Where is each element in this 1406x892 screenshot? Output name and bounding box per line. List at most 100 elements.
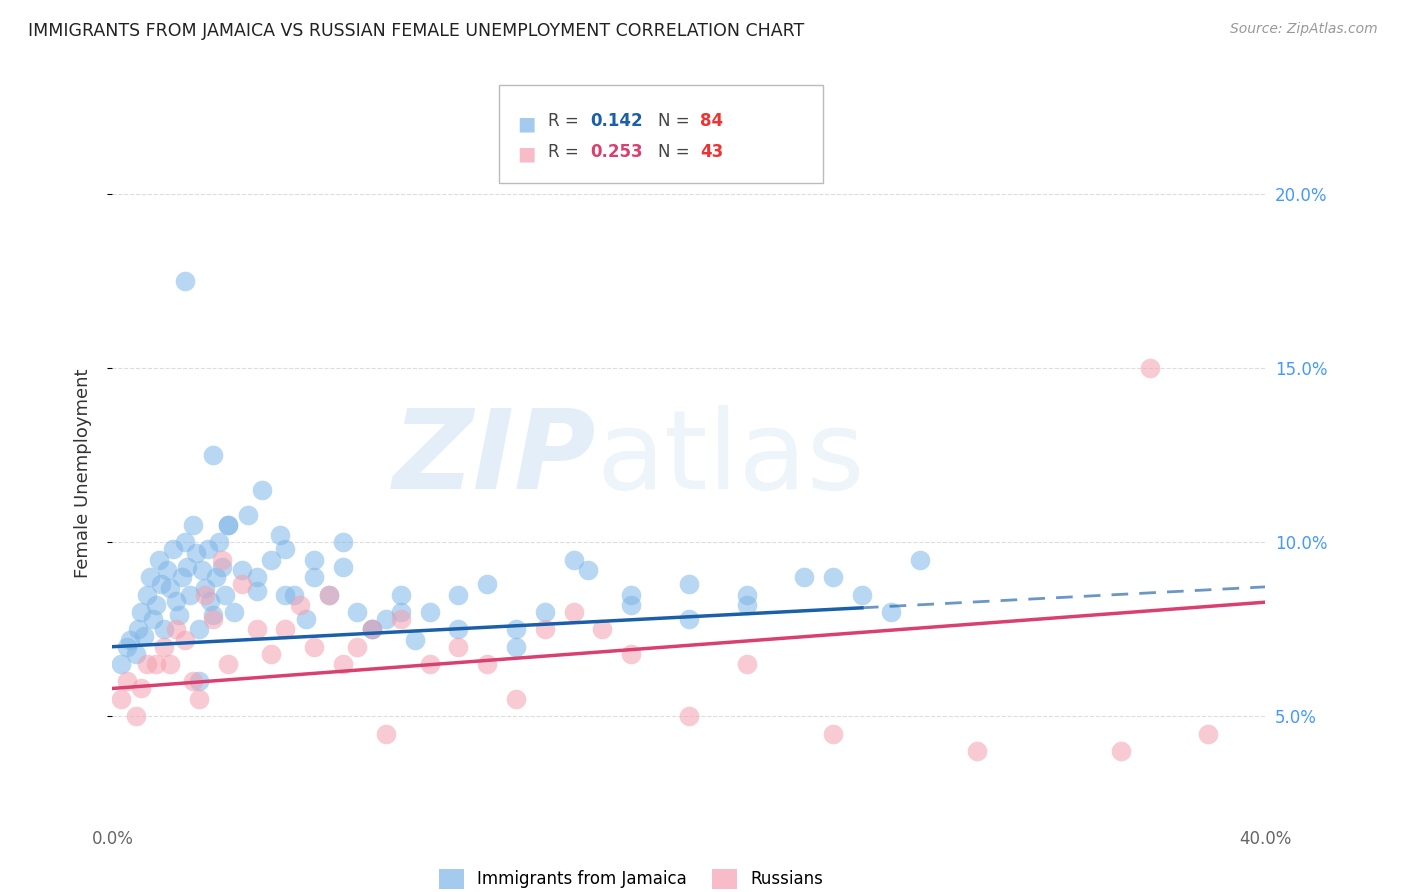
Point: [134, 629, 156, 643]
Point: [304, 552, 326, 567]
Point: [735, 598, 758, 612]
Point: [156, 563, 179, 577]
Point: [419, 605, 441, 619]
Point: [231, 563, 253, 577]
Point: [181, 517, 204, 532]
Point: [136, 657, 159, 671]
Point: [419, 657, 441, 671]
Point: [269, 528, 291, 542]
Point: [165, 623, 187, 637]
Point: [222, 605, 245, 619]
Point: [159, 657, 181, 671]
Point: [447, 623, 470, 637]
Text: Source: ZipAtlas.com: Source: ZipAtlas.com: [1230, 22, 1378, 37]
Point: [170, 570, 193, 584]
Point: [274, 623, 297, 637]
Point: [115, 640, 138, 654]
Point: [389, 587, 412, 601]
Point: [217, 517, 239, 532]
Point: [110, 692, 132, 706]
Point: [447, 640, 470, 654]
Text: IMMIGRANTS FROM JAMAICA VS RUSSIAN FEMALE UNEMPLOYMENT CORRELATION CHART: IMMIGRANTS FROM JAMAICA VS RUSSIAN FEMAL…: [28, 22, 804, 40]
Point: [202, 612, 225, 626]
Text: N =: N =: [658, 112, 695, 129]
Point: [217, 517, 239, 532]
Point: [375, 612, 398, 626]
Point: [252, 483, 274, 497]
Point: [851, 587, 873, 601]
Point: [245, 570, 267, 584]
Text: 0.253: 0.253: [591, 143, 643, 161]
Text: N =: N =: [658, 143, 695, 161]
Point: [1139, 361, 1161, 376]
Point: [304, 640, 326, 654]
Point: [129, 681, 153, 696]
Text: ZIP: ZIP: [394, 405, 596, 512]
Point: [375, 726, 398, 740]
Point: [332, 657, 354, 671]
Point: [197, 542, 219, 557]
Point: [181, 674, 204, 689]
Point: [288, 598, 311, 612]
Point: [475, 577, 498, 591]
Point: [236, 508, 259, 522]
Point: [591, 623, 613, 637]
Point: [145, 598, 167, 612]
Point: [124, 709, 146, 723]
Legend: Immigrants from Jamaica, Russians: Immigrants from Jamaica, Russians: [433, 863, 830, 892]
Point: [735, 587, 758, 601]
Point: [214, 587, 236, 601]
Point: [620, 587, 643, 601]
Point: [966, 744, 988, 758]
Point: [735, 657, 758, 671]
Point: [208, 535, 231, 549]
Point: [346, 605, 368, 619]
Point: [202, 608, 225, 623]
Point: [620, 598, 643, 612]
Point: [533, 605, 555, 619]
Point: [153, 640, 176, 654]
Point: [205, 570, 228, 584]
Point: [389, 612, 412, 626]
Point: [173, 535, 195, 549]
Text: 0.142: 0.142: [591, 112, 643, 129]
Point: [191, 563, 214, 577]
Point: [176, 559, 198, 574]
Point: [793, 570, 815, 584]
Point: [576, 563, 599, 577]
Point: [283, 587, 305, 601]
Point: [188, 674, 211, 689]
Point: [142, 612, 165, 626]
Point: [821, 570, 844, 584]
Point: [274, 587, 297, 601]
Point: [533, 623, 555, 637]
Point: [148, 552, 170, 567]
Point: [294, 612, 316, 626]
Point: [165, 594, 187, 608]
Point: [173, 632, 195, 647]
Point: [404, 632, 426, 647]
Point: [145, 657, 167, 671]
Point: [159, 581, 181, 595]
Point: [318, 587, 340, 601]
Point: [245, 584, 267, 599]
Point: [678, 612, 700, 626]
Point: [475, 657, 498, 671]
Point: [194, 587, 217, 601]
Text: 84: 84: [700, 112, 723, 129]
Text: 43: 43: [700, 143, 724, 161]
Point: [332, 535, 354, 549]
Text: R =: R =: [548, 112, 585, 129]
Point: [188, 692, 211, 706]
Point: [1111, 744, 1133, 758]
Point: [562, 552, 585, 567]
Point: [562, 605, 585, 619]
Point: [136, 587, 159, 601]
Point: [620, 647, 643, 661]
Point: [505, 623, 527, 637]
Point: [821, 726, 844, 740]
Text: ■: ■: [517, 145, 536, 163]
Point: [167, 608, 190, 623]
Text: R =: R =: [548, 143, 585, 161]
Point: [202, 448, 225, 462]
